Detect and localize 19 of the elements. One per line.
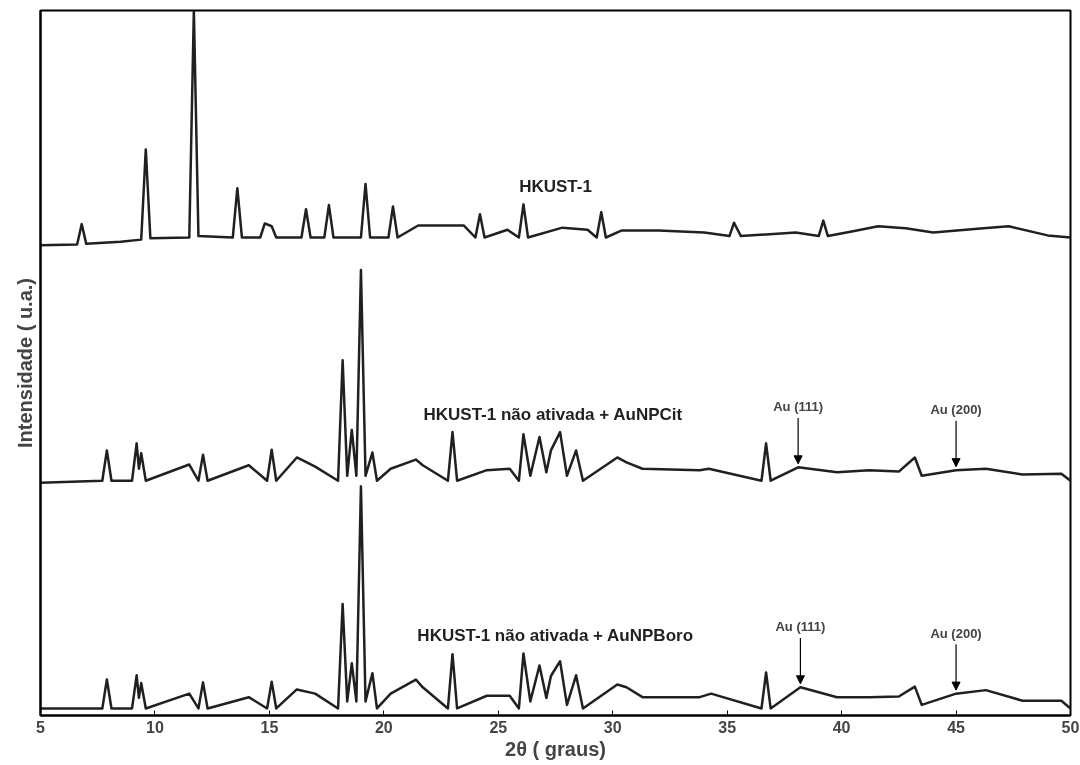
series-label: HKUST-1 não ativada + AuNPCit [423,404,683,424]
x-tick-label: 20 [374,718,393,736]
x-tick-label: 10 [146,718,164,736]
series-label: HKUST-1 [519,176,592,196]
annotation: Au (111) [775,619,826,635]
annotation: Au (111) [773,399,824,415]
x-tick-label: 25 [489,718,508,736]
x-tick-label: 30 [603,718,622,736]
x-tick-label: 35 [718,718,737,736]
y-axis-title: Intensidade ( u.a.) [13,277,36,449]
x-axis-title: 2θ ( graus) [505,737,606,760]
x-tick-label: 15 [260,718,279,736]
x-tick-label: 40 [832,718,851,736]
x-tick-label: 50 [1061,718,1080,736]
x-tick-label: 45 [947,718,966,736]
annotation: Au (200) [930,402,982,418]
series-label: HKUST-1 não ativada + AuNPBoro [417,626,694,645]
annotation: Au (200) [930,625,982,641]
x-tick-label: 5 [36,718,46,736]
